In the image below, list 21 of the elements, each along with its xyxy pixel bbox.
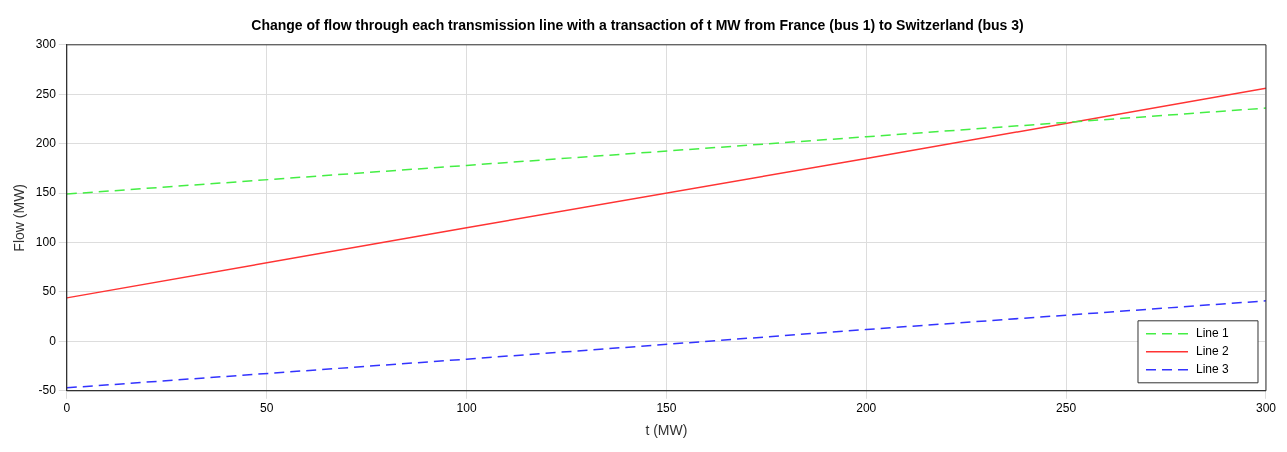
y-tick-label: 100 <box>35 234 57 249</box>
y-tick-label: 250 <box>35 86 57 101</box>
x-tick-label: 300 <box>1255 401 1277 416</box>
x-tick-label: 250 <box>1056 401 1077 416</box>
x-tick-label: 150 <box>656 401 677 416</box>
legend-label: Line 1 <box>1195 326 1230 341</box>
chart-title: Change of flow through each transmission line with a transaction of t MW from France (bus 1) to Switzerland (bus 3) <box>251 17 1024 34</box>
x-tick-label: 0 <box>63 401 71 416</box>
y-tick-label: 50 <box>42 284 57 299</box>
x-tick-label: 200 <box>856 401 877 416</box>
y-axis-title: Flow (MW) <box>11 183 28 252</box>
x-tick-label: 50 <box>260 401 274 416</box>
legend-label: Line 2 <box>1195 344 1230 359</box>
y-tick-label: -50 <box>38 383 57 398</box>
legend-label: Line 3 <box>1195 362 1230 377</box>
y-tick-label: 150 <box>35 185 57 200</box>
x-axis-title: t (MW) <box>645 422 688 439</box>
y-tick-label: 0 <box>49 333 57 348</box>
y-tick-label: 300 <box>35 37 57 52</box>
y-tick-label: 200 <box>35 135 57 150</box>
x-tick-label: 100 <box>456 401 477 416</box>
